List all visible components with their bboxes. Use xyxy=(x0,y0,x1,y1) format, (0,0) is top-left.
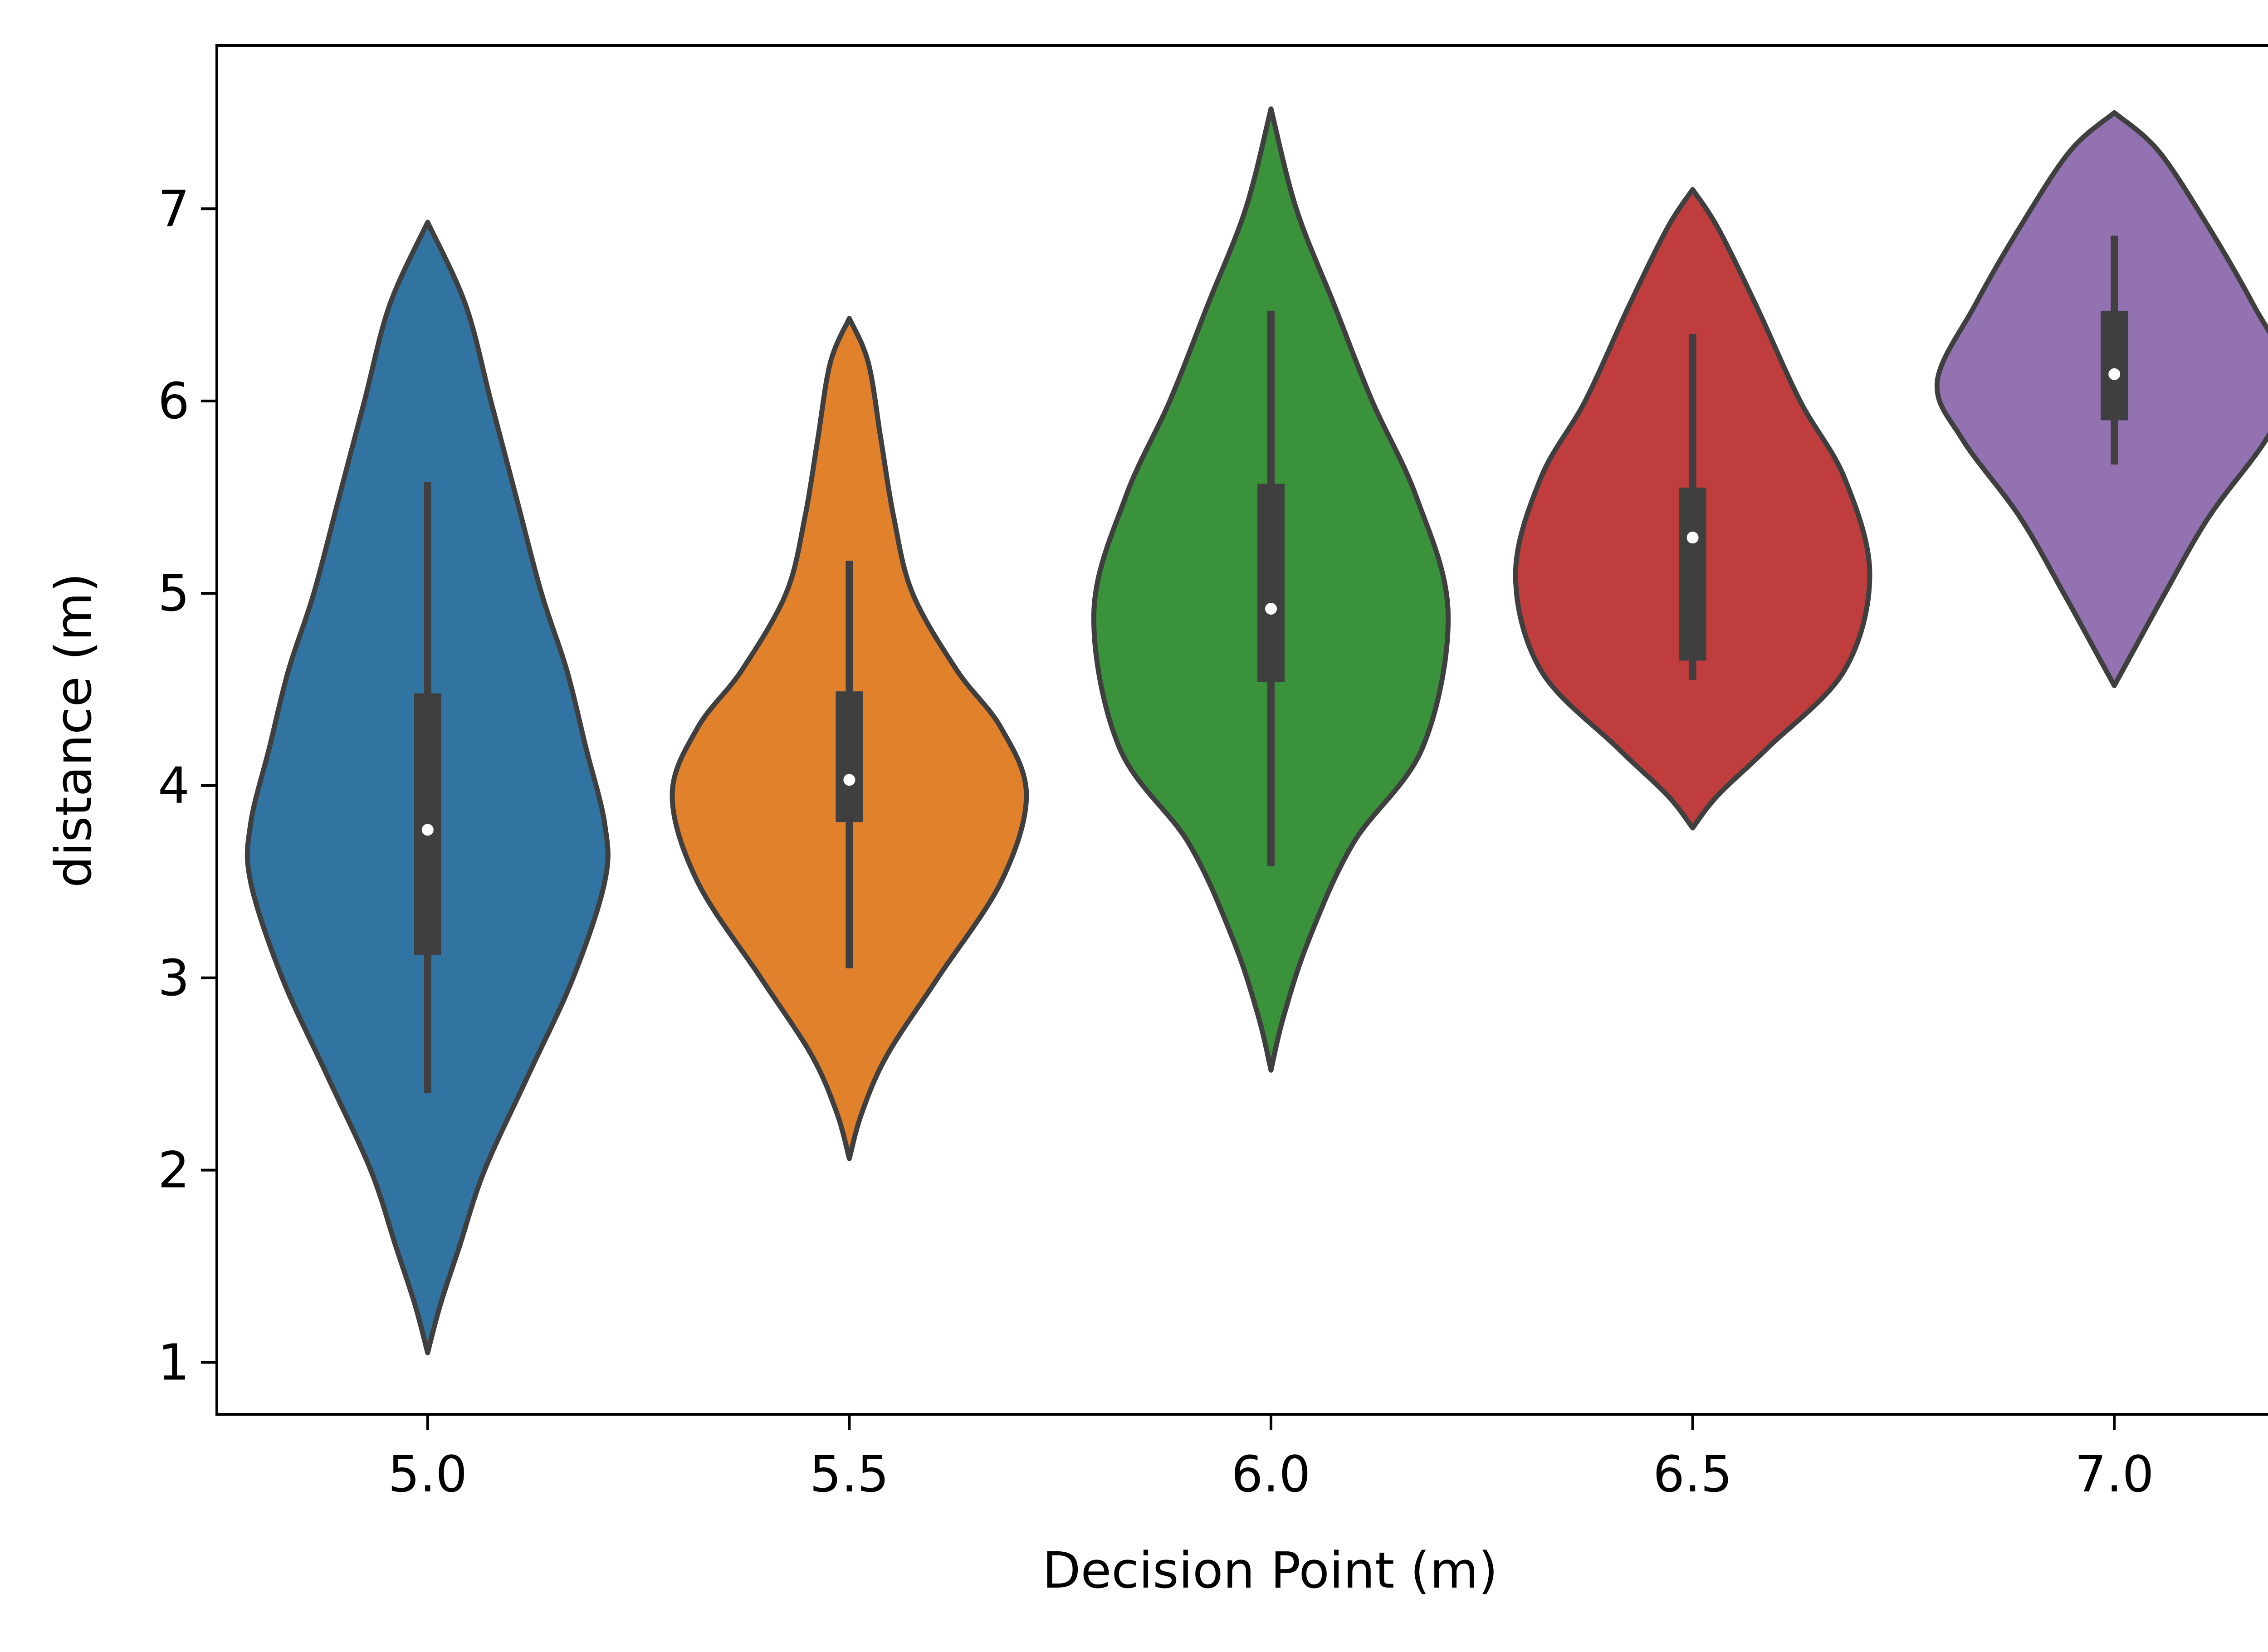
x-axis-ticks: 5.0 5.5 6.0 6.5 7.0 xyxy=(388,1414,2154,1503)
violin-iqr-box xyxy=(1679,487,1706,661)
y-tick-label: 6 xyxy=(158,372,190,430)
violin-iqr-box xyxy=(836,691,863,822)
x-axis-label: Decision Point (m) xyxy=(1042,1541,1498,1599)
violin-median-dot xyxy=(1686,532,1699,544)
violin-6.0 xyxy=(1091,106,1451,1073)
y-tick-label: 4 xyxy=(158,757,190,815)
y-tick-label: 1 xyxy=(158,1334,190,1392)
violin-layer xyxy=(244,106,2268,1355)
y-tick-label: 2 xyxy=(158,1141,190,1199)
violin-5.5 xyxy=(670,316,1029,1161)
y-axis-ticks: 1 2 3 4 5 6 7 xyxy=(158,180,217,1392)
violin-5.0 xyxy=(244,220,611,1355)
y-tick-label: 5 xyxy=(158,564,190,622)
violin-6.5 xyxy=(1513,187,1872,831)
violin-median-dot xyxy=(2108,368,2121,380)
violin-median-dot xyxy=(1265,602,1277,615)
x-tick-label: 6.0 xyxy=(1232,1445,1311,1503)
violin-median-dot xyxy=(843,774,855,786)
x-tick-label: 5.5 xyxy=(810,1445,889,1503)
y-axis-label: distance (m) xyxy=(44,573,103,888)
violin-iqr-box xyxy=(2101,310,2128,420)
x-tick-label: 5.0 xyxy=(388,1445,467,1503)
y-tick-label: 7 xyxy=(158,180,190,238)
x-tick-label: 6.5 xyxy=(1653,1445,1732,1503)
violin-iqr-box xyxy=(1257,484,1285,682)
violin-median-dot xyxy=(421,824,434,836)
violin-7.0 xyxy=(1934,110,2268,688)
x-tick-label: 7.0 xyxy=(2075,1445,2154,1503)
y-tick-label: 3 xyxy=(158,949,190,1007)
